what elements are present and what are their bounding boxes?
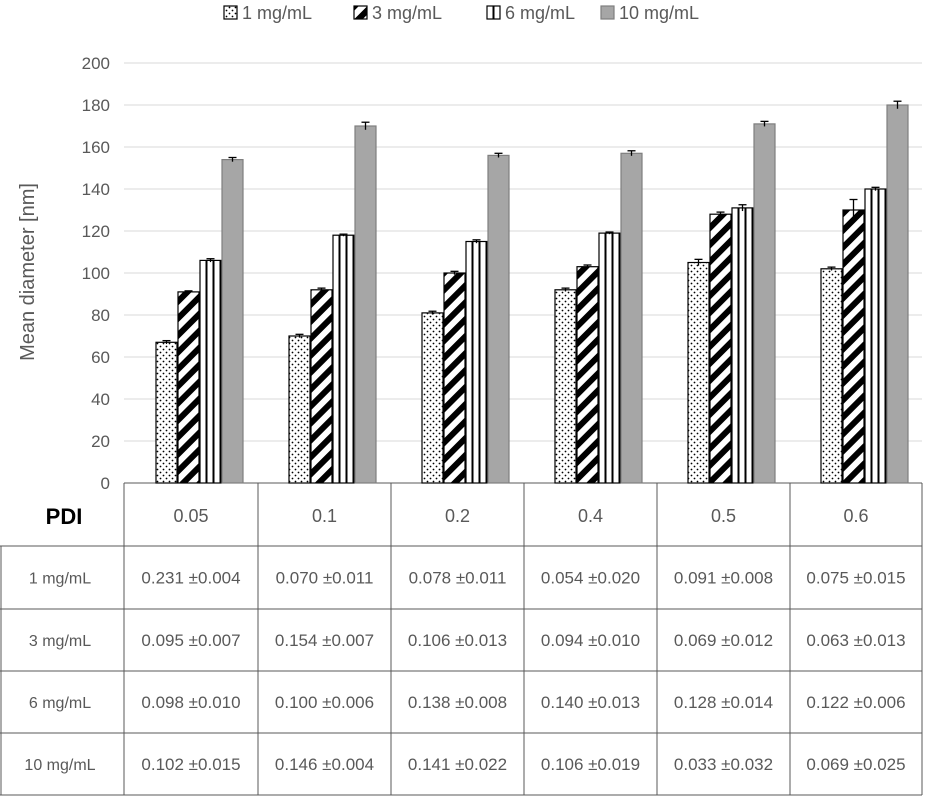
table-cell: 0.054 ±0.020 [541,569,640,588]
table-row-label: 10 mg/mL [24,757,95,774]
y-tick-label: 0 [101,474,110,493]
bars [155,100,909,484]
grid [124,62,922,484]
y-tick-label: 80 [91,306,110,325]
bar-6-mg-ml-0.1 [332,234,355,484]
bar-6-mg-ml-0.2 [465,240,488,484]
table-cell: 0.069 ±0.012 [674,631,773,650]
table-cell: 0.063 ±0.013 [806,631,905,650]
x-tick-label: 0.6 [843,506,868,526]
bar-10-mg-ml-0.4 [620,152,643,484]
table-cell: 0.128 ±0.014 [674,693,773,712]
table-cell: 0.078 ±0.011 [409,569,507,588]
table-cell: 0.106 ±0.013 [408,631,507,650]
table-cell: 0.138 ±0.008 [408,693,507,712]
table-cell: 0.094 ±0.010 [541,631,640,650]
table-cell: 0.100 ±0.006 [275,693,374,712]
y-tick-label: 180 [82,96,110,115]
table-cell: 0.146 ±0.004 [275,755,374,774]
legend-swatch [353,5,368,20]
bar-10-mg-ml-0.1 [354,125,377,484]
table-cell: 0.141 ±0.022 [408,755,507,774]
table-cell: 0.095 ±0.007 [141,631,240,650]
bar-6-mg-ml-0.6 [864,188,887,484]
x-tick-label: 0.05 [173,506,208,526]
bar-10-mg-ml-0.6 [886,104,909,484]
bar-1-mg-ml-0.6 [820,268,843,484]
bar-10-mg-ml-0.05 [221,159,244,484]
y-tick-label: 60 [91,348,110,367]
table-cell: 0.231 ±0.004 [141,569,240,588]
x-tick-label: 0.2 [445,506,470,526]
legend-label: 1 mg/mL [242,3,312,23]
table-cell: 0.091 ±0.008 [674,569,773,588]
bar-3-mg-ml-0.6 [842,209,865,484]
legend-swatch [600,5,615,20]
x-tick-label: 0.5 [711,506,736,526]
bar-1-mg-ml-0.2 [421,312,444,484]
bar-1-mg-ml-0.4 [554,289,577,484]
bar-6-mg-ml-0.5 [731,207,754,484]
legend-swatch [486,5,501,20]
bar-3-mg-ml-0.2 [443,272,466,484]
table-cell: 0.106 ±0.019 [541,755,640,774]
bar-3-mg-ml-0.1 [310,289,333,484]
bar-1-mg-ml-0.05 [155,341,178,484]
x-tick-label: 0.4 [578,506,603,526]
table-cell: 0.098 ±0.010 [141,693,240,712]
y-tick-label: 40 [91,390,110,409]
table-cell: 0.140 ±0.013 [541,693,640,712]
y-axis: 0 20 40 60 80 100 120 140 160 180 200 [82,54,110,493]
bar-10-mg-ml-0.5 [753,123,776,484]
bar-3-mg-ml-0.05 [177,291,200,484]
table-cell: 0.069 ±0.025 [806,755,905,774]
y-tick-label: 20 [91,432,110,451]
y-tick-label: 160 [82,138,110,157]
table-row-label: 3 mg/mL [29,633,91,650]
legend: 1 mg/mL 3 mg/mL 6 mg/mL 10 mg/mL [223,3,699,23]
legend-label: 6 mg/mL [505,3,575,23]
y-tick-label: 100 [82,264,110,283]
table-cell: 0.033 ±0.032 [674,755,773,774]
y-tick-label: 140 [82,180,110,199]
table-row-label: 6 mg/mL [29,695,91,712]
table-cell: 0.070 ±0.011 [276,569,374,588]
bar-3-mg-ml-0.5 [709,213,732,484]
legend-label: 10 mg/mL [619,3,699,23]
x-tick-label: 0.1 [312,506,337,526]
table-cell: 0.075 ±0.015 [806,569,905,588]
y-axis-label: Mean diameter [nm] [17,183,39,361]
table-cell: 0.102 ±0.015 [141,755,240,774]
bar-10-mg-ml-0.2 [487,154,510,484]
data-table: PDI 0.05 0.1 0.2 0.4 0.5 0.6 1 mg/mL 0.231 ±0.00… [0,483,923,796]
bar-6-mg-ml-0.05 [199,259,222,484]
bar-6-mg-ml-0.4 [598,232,621,484]
table-row-label: 1 mg/mL [29,571,91,588]
bar-1-mg-ml-0.1 [288,335,311,484]
table-header-label: PDI [46,504,83,529]
bar-1-mg-ml-0.5 [687,261,710,484]
table-cell: 0.122 ±0.006 [806,693,905,712]
legend-swatch [223,5,238,20]
bar-3-mg-ml-0.4 [576,266,599,484]
y-tick-label: 200 [82,54,110,73]
y-tick-label: 120 [82,222,110,241]
table-cell: 0.154 ±0.007 [275,631,374,650]
legend-label: 3 mg/mL [372,3,442,23]
